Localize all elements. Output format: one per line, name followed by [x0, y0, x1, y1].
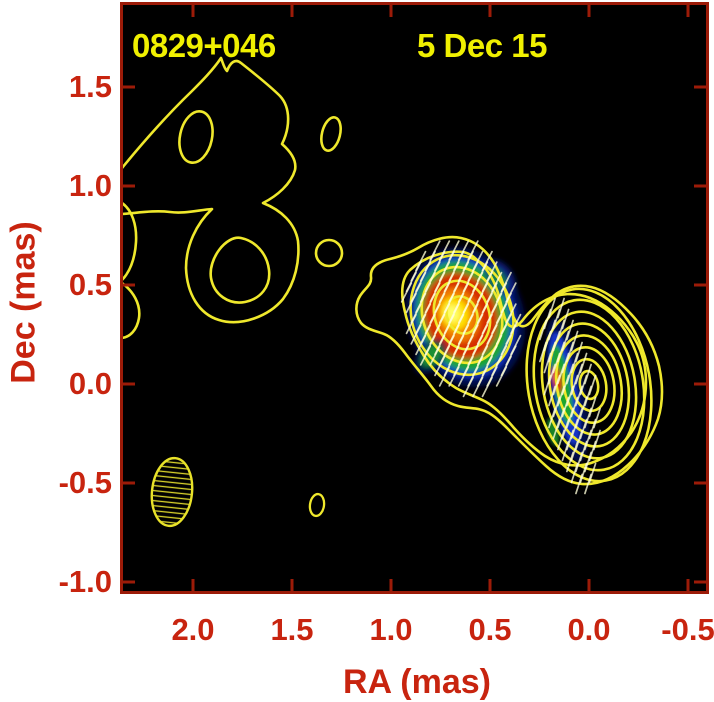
axis-ticks: [122, 4, 707, 592]
diffuse-contours: [122, 56, 344, 340]
y-tick-label: 0.5: [68, 267, 112, 302]
plot-frame: [120, 2, 709, 594]
restoring-beam-ellipse: [150, 456, 194, 528]
noise-contour: [308, 492, 326, 518]
x-tick-label: -0.5: [661, 612, 714, 647]
source-name-label: 0829+046: [132, 27, 276, 64]
y-tick-label: 1.0: [68, 168, 112, 203]
polarization-sticks: [400, 240, 601, 495]
x-tick-label: 0.0: [567, 612, 611, 647]
x-tick-label: 1.0: [369, 612, 413, 647]
x-tick-label: 1.5: [270, 612, 314, 647]
y-tick-label: -1.0: [58, 564, 112, 599]
y-tick-label: -0.5: [58, 465, 112, 500]
y-tick-label: 0.0: [68, 366, 112, 401]
epoch-label: 5 Dec 15: [417, 27, 547, 64]
y-tick-label: 1.5: [68, 69, 112, 104]
x-axis-title: RA (mas): [343, 663, 491, 701]
x-tick-label: 2.0: [171, 612, 215, 647]
x-tick-label: 0.5: [468, 612, 512, 647]
